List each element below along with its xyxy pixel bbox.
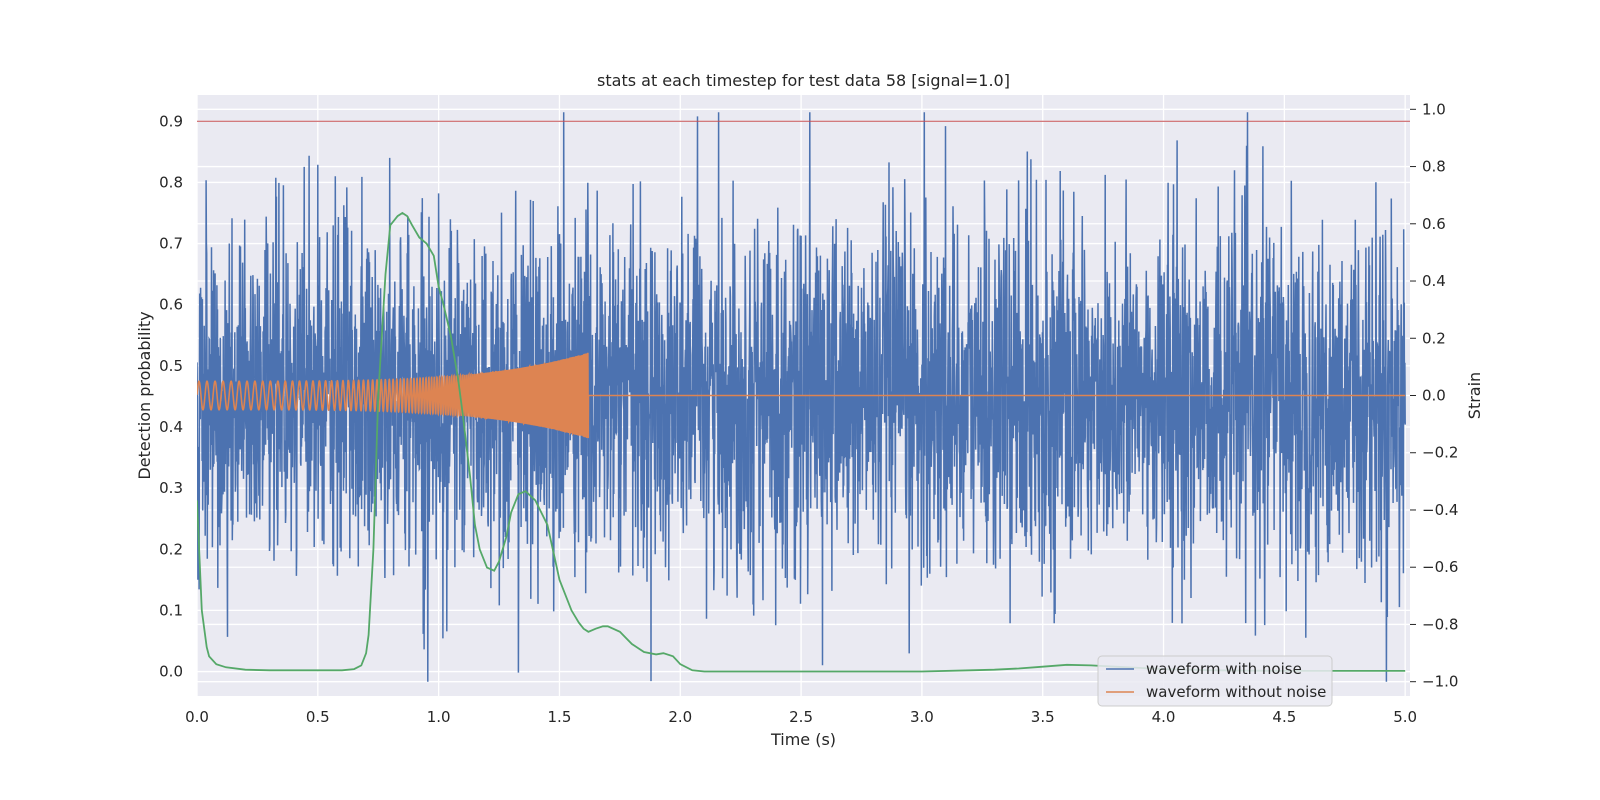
x-tick-label: 0.0	[185, 708, 209, 726]
y-right-tick-label: 1.0	[1422, 100, 1446, 118]
series-detection-probability	[197, 211, 1406, 673]
y-axis-right-label: Strain	[1465, 372, 1484, 419]
right-axis: −1.0 −0.8 −0.6 −0.4 −0.2 0.0 0.2 0.4 0.6 0.8 1.0	[1410, 100, 1458, 691]
x-tick-label: 0.5	[306, 708, 330, 726]
legend-box	[1097, 655, 1333, 707]
y-right-tick-label: −0.2	[1422, 444, 1458, 462]
y-tick-label: 0.4	[159, 418, 183, 436]
x-tick-label: 1.5	[548, 708, 572, 726]
x-tick-label: 3.5	[1031, 708, 1055, 726]
y-right-tick-label: 0.8	[1422, 158, 1446, 176]
y-right-tick-label: −0.8	[1422, 615, 1458, 633]
y-tick-label: 0.1	[159, 601, 183, 619]
y-right-tick-label: 0.4	[1422, 272, 1446, 290]
y-tick-label: 0.6	[159, 296, 183, 314]
x-tick-label: 1.0	[427, 708, 451, 726]
plot-area	[197, 112, 1410, 682]
x-tick-label: 4.5	[1272, 708, 1296, 726]
y-right-tick-label: −1.0	[1422, 673, 1458, 691]
y-tick-label: 0.0	[159, 663, 183, 681]
legend-label-clean: waveform without noise	[1146, 683, 1326, 701]
series-waveform-with-noise	[197, 112, 1406, 682]
y-right-tick-label: 0.2	[1422, 329, 1446, 347]
x-tick-label: 3.0	[910, 708, 934, 726]
y-right-tick-label: −0.4	[1422, 501, 1458, 519]
y-tick-label: 0.8	[159, 173, 183, 191]
y-tick-label: 0.2	[159, 540, 183, 558]
x-axis: 0.0 0.5 1.0 1.5 2.0 2.5 3.0 3.5 4.0 4.5 5.0	[185, 708, 1417, 726]
x-tick-label: 4.0	[1152, 708, 1176, 726]
y-right-tick-label: 0.0	[1422, 387, 1446, 405]
y-tick-label: 0.9	[159, 112, 183, 130]
x-tick-label: 2.5	[789, 708, 813, 726]
chart-title: stats at each timestep for test data 58 …	[597, 71, 1010, 90]
x-axis-label: Time (s)	[770, 730, 836, 749]
y-right-tick-label: −0.6	[1422, 558, 1458, 576]
legend: waveform with noise waveform without noi…	[1097, 655, 1333, 707]
y-tick-label: 0.3	[159, 479, 183, 497]
x-tick-label: 2.0	[668, 708, 692, 726]
y-axis-label: Detection probability	[135, 311, 154, 479]
left-axis: 0.0 0.1 0.2 0.3 0.4 0.5 0.6 0.7 0.8 0.9	[159, 112, 183, 680]
x-tick-label: 5.0	[1393, 708, 1417, 726]
series-waveform-without-noise	[197, 352, 1406, 439]
y-tick-label: 0.7	[159, 235, 183, 253]
y-tick-label: 0.5	[159, 357, 183, 375]
series-layer	[197, 112, 1410, 682]
legend-label-noise: waveform with noise	[1146, 660, 1302, 678]
y-right-tick-label: 0.6	[1422, 215, 1446, 233]
